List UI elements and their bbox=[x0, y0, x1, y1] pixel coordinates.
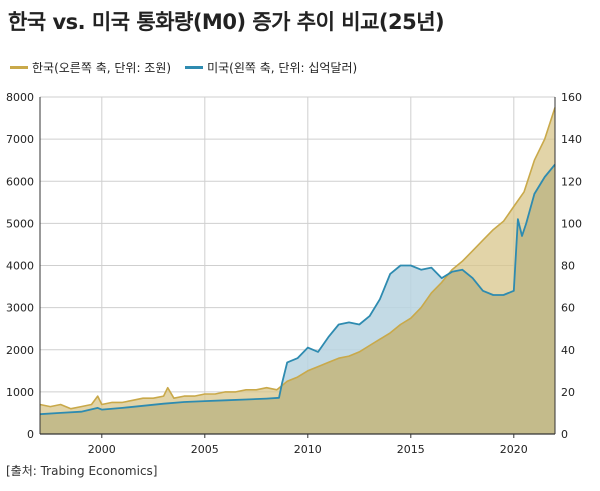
x-tick-label: 2005 bbox=[191, 443, 219, 456]
y-tick-label-right: 60 bbox=[561, 302, 575, 315]
y-tick-label-right: 40 bbox=[561, 344, 575, 357]
y-tick-label-left: 0 bbox=[27, 428, 34, 441]
series-line-korea bbox=[39, 107, 556, 410]
legend: 한국(오른쪽 축, 단위: 조원) 미국(왼쪽 축, 단위: 십억달러) bbox=[10, 58, 371, 76]
y-tick-label-left: 6000 bbox=[6, 175, 34, 188]
y-tick-label-right: 0 bbox=[561, 428, 568, 441]
y-tick-label-right: 140 bbox=[561, 133, 582, 146]
y-tick-label-right: 120 bbox=[561, 175, 582, 188]
y-tick-label-left: 7000 bbox=[6, 133, 34, 146]
y-tick-label-left: 2000 bbox=[6, 344, 34, 357]
legend-label-us: 미국(왼쪽 축, 단위: 십억달러) bbox=[207, 60, 358, 75]
chart-title: 한국 vs. 미국 통화량(M0) 증가 추이 비교(25년) bbox=[8, 10, 445, 34]
y-tick-label-left: 1000 bbox=[6, 386, 34, 399]
series-line-us bbox=[39, 163, 556, 416]
x-tick-label: 2020 bbox=[500, 443, 528, 456]
y-tick-label-left: 3000 bbox=[6, 302, 34, 315]
legend-swatch-korea bbox=[10, 65, 28, 69]
y-tick-label-right: 80 bbox=[561, 260, 575, 273]
y-tick-label-right: 20 bbox=[561, 386, 575, 399]
y-tick-label-left: 5000 bbox=[6, 217, 34, 230]
y-tick-label-right: 100 bbox=[561, 217, 582, 230]
x-tick-label: 2000 bbox=[88, 443, 116, 456]
legend-swatch-us bbox=[185, 65, 204, 69]
y-tick-label-left: 8000 bbox=[6, 91, 34, 104]
x-tick-label: 2015 bbox=[397, 443, 425, 456]
source-note: [출처: Trabing Economics] bbox=[6, 464, 158, 478]
y-tick-label-left: 4000 bbox=[6, 260, 34, 273]
legend-item-korea: 한국(오른쪽 축, 단위: 조원) bbox=[10, 59, 171, 76]
legend-label-korea: 한국(오른쪽 축, 단위: 조원) bbox=[32, 60, 172, 75]
x-tick-label: 2010 bbox=[294, 443, 322, 456]
legend-item-us: 미국(왼쪽 축, 단위: 십억달러) bbox=[185, 59, 357, 76]
y-tick-label-right: 160 bbox=[561, 91, 582, 104]
series-area-overlap bbox=[40, 164, 555, 434]
